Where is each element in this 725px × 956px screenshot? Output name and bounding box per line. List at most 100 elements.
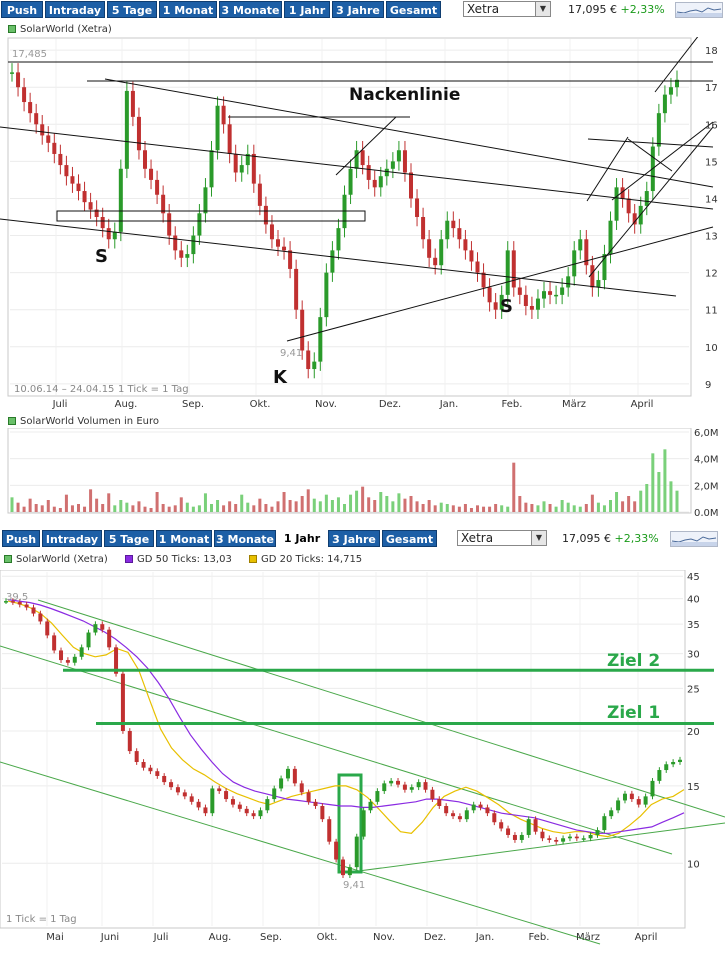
candle-body — [463, 239, 468, 251]
volume-bar — [379, 492, 383, 512]
volume-bar — [457, 506, 461, 512]
candle-body — [384, 168, 389, 177]
candle-body — [608, 220, 613, 255]
annotation-s-right: S — [500, 296, 513, 317]
volume-bar — [40, 505, 44, 512]
volume-bar — [554, 506, 558, 512]
candle-body — [294, 268, 299, 310]
y-tick-label: 2,0M — [694, 481, 719, 492]
tab-3-monate[interactable]: 3 Monate — [219, 1, 282, 18]
x-tick-label: Jan. — [439, 399, 459, 409]
x-tick-label: Juni — [100, 932, 119, 943]
candle-body — [251, 813, 256, 817]
tab-gesamt[interactable]: Gesamt — [382, 530, 437, 547]
volume-bar — [609, 500, 612, 512]
candle-body — [505, 250, 510, 295]
high-value-label: 17,485 — [12, 49, 47, 60]
tab-push[interactable]: Push — [1, 1, 43, 18]
mini-chart-icon[interactable] — [675, 2, 723, 18]
volume-bar — [77, 504, 80, 512]
price-chart-bottom: 10 15 20 25 30 35 40 45 Mai Juni Juli Aug. Sep. Okt.… — [0, 570, 725, 945]
candle-body — [626, 198, 631, 214]
annotation-s-left: S — [95, 246, 108, 267]
candle-body — [189, 796, 194, 802]
volume-bar — [578, 506, 582, 512]
candle-body — [324, 272, 329, 318]
tab-3-jahre[interactable]: 3 Jahre — [332, 1, 384, 18]
volume-bar — [228, 501, 232, 512]
price-change: +2,33% — [620, 3, 665, 16]
legend-label-main: SolarWorld (Xetra) — [16, 554, 108, 565]
volume-bar — [101, 504, 105, 512]
tab-intraday[interactable]: Intraday — [45, 1, 105, 18]
tab-3-jahre[interactable]: 3 Jahre — [328, 530, 380, 547]
y-tick-label: 6,0M — [694, 428, 719, 439]
exchange-select[interactable]: Xetra ▼ — [463, 1, 551, 17]
tab-1-monat[interactable]: 1 Monat — [159, 1, 217, 18]
tab-5-tage[interactable]: 5 Tage — [104, 530, 154, 547]
tab-1-jahr[interactable]: 1 Jahr — [278, 530, 326, 547]
volume-bar — [173, 505, 177, 512]
candle-body — [348, 168, 353, 195]
candle-body — [38, 613, 43, 622]
candle-body — [79, 647, 84, 657]
volume-bar — [488, 506, 492, 512]
x-tick-label: Juli — [153, 932, 169, 943]
channel-mid — [611, 121, 714, 201]
candle-body — [678, 759, 682, 763]
candle-body — [59, 650, 64, 661]
volume-bar — [58, 508, 62, 512]
candle-body — [162, 775, 167, 783]
volume-bar — [89, 489, 93, 512]
volume-bar — [64, 494, 68, 512]
x-tick-label: April — [631, 399, 654, 409]
candle-body — [590, 265, 595, 288]
candle-body — [292, 768, 297, 784]
candle-body — [366, 165, 371, 180]
candle-body — [230, 799, 235, 805]
tab-push[interactable]: Push — [2, 530, 40, 547]
mini-chart-icon[interactable] — [670, 531, 718, 547]
candle-body — [485, 807, 490, 814]
volume-bar — [476, 505, 479, 512]
volume-bar — [524, 502, 528, 512]
exchange-select[interactable]: Xetra ▼ — [457, 530, 547, 546]
candle-body — [215, 105, 220, 151]
target-label-1: Ziel 1 — [607, 703, 660, 723]
candle-body — [100, 217, 105, 229]
x-tick-label: Nov. — [373, 932, 395, 943]
candle-body — [578, 239, 583, 251]
tab-5-tage[interactable]: 5 Tage — [107, 1, 157, 18]
tab-gesamt[interactable]: Gesamt — [386, 1, 441, 18]
volume-bar — [367, 497, 371, 512]
candle-body — [588, 834, 593, 839]
candle-body — [276, 239, 280, 247]
candle-body — [478, 804, 483, 808]
volume-bar — [675, 490, 679, 512]
candle-body — [93, 624, 98, 633]
x-tick-label: Feb. — [529, 932, 550, 943]
candle-body — [602, 254, 607, 281]
tab-intraday[interactable]: Intraday — [42, 530, 102, 547]
annotation-nackenlinie: Nackenlinie — [349, 85, 460, 105]
candle-body — [595, 830, 600, 835]
price-value: 17,095 € — [562, 532, 611, 545]
candle-body — [354, 836, 359, 868]
volume-bar — [500, 505, 504, 512]
candle-body — [203, 187, 208, 214]
candle-body — [16, 72, 21, 88]
candle-body — [361, 810, 366, 837]
candle-body — [439, 239, 444, 266]
candle-body — [106, 228, 111, 240]
candle-body — [244, 808, 249, 814]
volume-bar — [324, 494, 328, 512]
tab-3-monate[interactable]: 3 Monate — [214, 530, 276, 547]
volume-bar — [143, 506, 147, 512]
candle-body — [149, 168, 154, 180]
candle-body — [372, 179, 377, 188]
candle-body — [182, 792, 187, 797]
tab-1-jahr[interactable]: 1 Jahr — [284, 1, 330, 18]
chevron-down-icon: ▼ — [531, 531, 546, 545]
tab-1-monat[interactable]: 1 Monat — [156, 530, 212, 547]
candle-body — [203, 807, 208, 814]
